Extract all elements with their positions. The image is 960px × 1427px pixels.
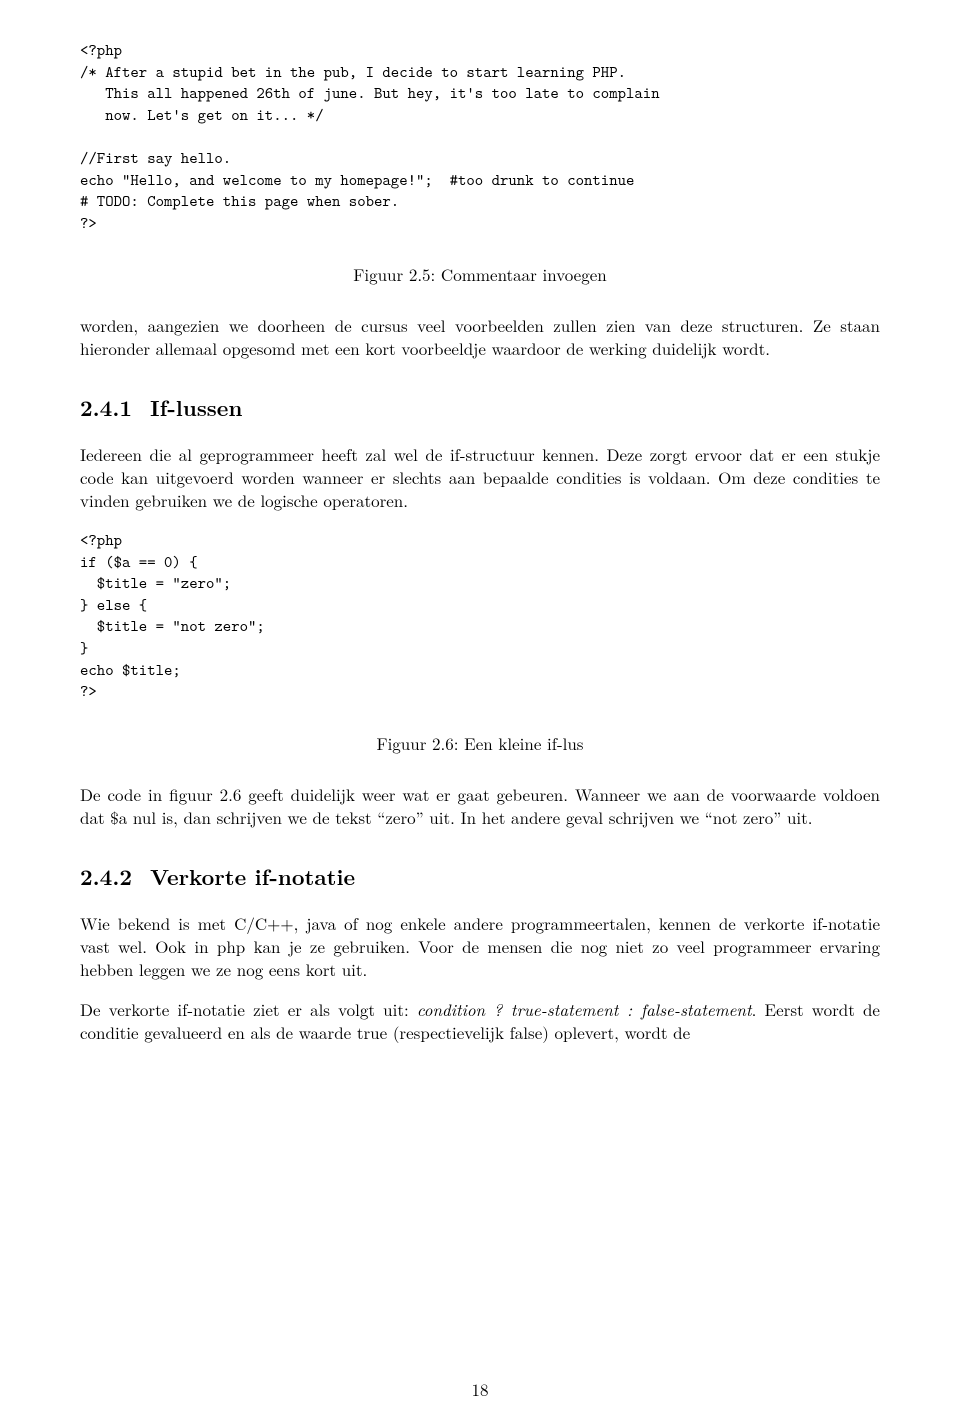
paragraph: worden, aangezien we doorheen de cursus …	[80, 314, 880, 360]
code-line: # TODO: Complete this page when sober.	[80, 191, 399, 212]
text-run: De verkorte if-notatie ziet er als volgt…	[80, 997, 417, 1021]
heading-number: 2.4.1	[80, 392, 132, 423]
heading-text: Verkorte if-notatie	[150, 861, 355, 892]
code-line: ?>	[80, 213, 97, 234]
code-line: echo $title;	[80, 660, 181, 681]
code-block-2: <?php if ($a == 0) { $title = "zero"; } …	[80, 530, 880, 703]
paragraph: De code in figuur 2.6 geeft duidelijk we…	[80, 783, 880, 829]
code-line: echo "Hello, and welcome to my homepage!…	[80, 170, 634, 191]
figure-caption-1: Figuur 2.5: Commentaar invoegen	[80, 262, 880, 286]
paragraph: De verkorte if-notatie ziet er als volgt…	[80, 998, 880, 1044]
code-line: $title = "zero";	[80, 573, 231, 594]
code-line: <?php	[80, 530, 122, 551]
paragraph: Wie bekend is met C/C++, java of nog enk…	[80, 912, 880, 981]
code-line: //First say hello.	[80, 148, 231, 169]
figure-caption-2: Figuur 2.6: Een kleine if-lus	[80, 731, 880, 755]
code-line: <?php	[80, 40, 122, 61]
paragraph: Iedereen die al geprogrammeer heeft zal …	[80, 443, 880, 512]
code-line: /* After a stupid bet in the pub, I deci…	[80, 62, 626, 83]
code-line: This all happened 26th of june. But hey,…	[80, 83, 660, 104]
page-number: 18	[80, 1377, 880, 1401]
code-line: }	[80, 638, 88, 659]
italic-text: condition ? true-statement : false-state…	[417, 997, 752, 1021]
code-line: ?>	[80, 681, 97, 702]
section-heading-242: 2.4.2 Verkorte if-notatie	[80, 861, 880, 892]
code-line: } else {	[80, 595, 147, 616]
code-block-1: <?php /* After a stupid bet in the pub, …	[80, 40, 880, 234]
code-line: $title = "not zero";	[80, 616, 265, 637]
document-page: <?php /* After a stupid bet in the pub, …	[0, 0, 960, 1427]
code-line: if ($a == 0) {	[80, 552, 198, 573]
section-heading-241: 2.4.1 If-lussen	[80, 392, 880, 423]
code-line: now. Let's get on it... */	[80, 105, 324, 126]
heading-number: 2.4.2	[80, 861, 132, 892]
heading-text: If-lussen	[150, 392, 242, 423]
